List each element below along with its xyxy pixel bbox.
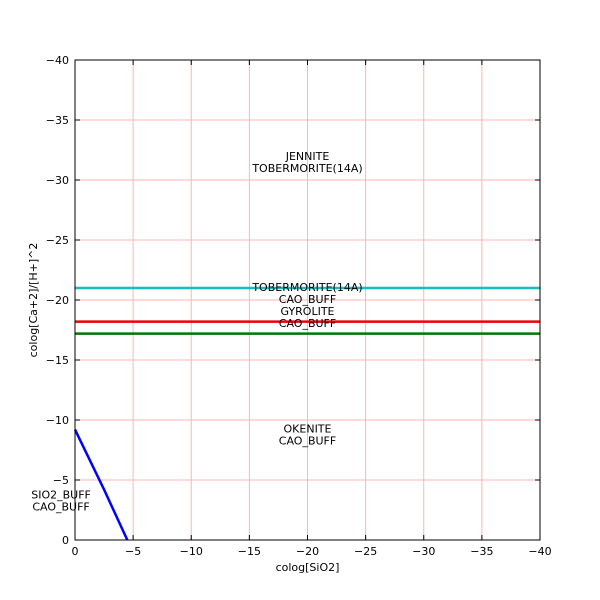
- y-tick-label-8: −40: [46, 54, 69, 67]
- x-tick-label-0: 0: [72, 545, 79, 558]
- region-label-3-0: SIO2_BUFF: [31, 488, 91, 501]
- ticks: 0 −5 −10 −15 −20 −25 −30 −35 −40 0 −5 −10 −15 −20 −25 −…: [46, 54, 552, 558]
- series-line-3: [73, 429, 129, 541]
- x-tick-label-7: −35: [470, 545, 493, 558]
- region-label-1-1: CAO_BUFF: [279, 293, 336, 306]
- x-tick-label-6: −30: [412, 545, 435, 558]
- x-tick-label-8: −40: [528, 545, 551, 558]
- y-tick-label-1: −5: [53, 474, 69, 487]
- y-tick-label-2: −10: [46, 414, 69, 427]
- x-tick-label-3: −15: [238, 545, 261, 558]
- annotations: JENNITETOBERMORITE(14A)TOBERMORITE(14A)C…: [31, 150, 362, 513]
- region-label-1-3: CAO_BUFF: [279, 317, 336, 330]
- x-axis-label: colog[SiO2]: [276, 561, 340, 574]
- series-group: [73, 286, 540, 541]
- x-tick-label-4: −20: [296, 545, 319, 558]
- x-tick-label-2: −10: [180, 545, 203, 558]
- region-label-1-0: TOBERMORITE(14A): [251, 281, 362, 294]
- y-tick-label-5: −25: [46, 234, 69, 247]
- y-tick-label-7: −35: [46, 114, 69, 127]
- region-label-1-2: GYROLITE: [280, 305, 334, 318]
- region-label-0-1: TOBERMORITE(14A): [251, 162, 362, 175]
- y-tick-label-3: −15: [46, 354, 69, 367]
- region-label-2-1: CAO_BUFF: [279, 434, 336, 447]
- x-tick-label-5: −25: [354, 545, 377, 558]
- y-tick-label-4: −20: [46, 294, 69, 307]
- y-tick-label-6: −30: [46, 174, 69, 187]
- region-label-0-0: JENNITE: [285, 150, 330, 163]
- x-tick-label-1: −5: [125, 545, 141, 558]
- y-axis-label: colog[Ca+2]/[H+]^2: [27, 243, 40, 358]
- region-label-3-1: CAO_BUFF: [32, 500, 89, 513]
- y-tick-label-0: 0: [62, 534, 69, 547]
- region-label-2-0: OKENITE: [284, 422, 332, 435]
